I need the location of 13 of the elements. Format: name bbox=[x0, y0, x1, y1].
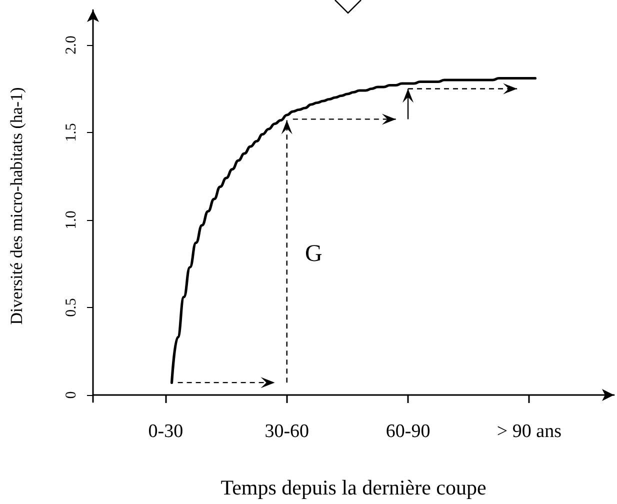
y-tick-label: 1.0 bbox=[64, 210, 80, 230]
y-tick-label: 0 bbox=[64, 391, 80, 399]
x-tick-label: > 90 ans bbox=[496, 421, 562, 442]
x-tick-label: 60-90 bbox=[386, 421, 430, 442]
x-axis-title: Temps depuis la dernière coupe bbox=[220, 476, 486, 500]
y-tick-label: 2.0 bbox=[64, 36, 80, 54]
y-tick-label: 0.5 bbox=[64, 298, 80, 317]
y-tick-label: 1.5 bbox=[64, 123, 80, 142]
line-series bbox=[170, 76, 537, 384]
y-axis-title: Diversité des micro-habitats (ha-1) bbox=[7, 87, 26, 325]
x-tick-label: 30-60 bbox=[264, 421, 310, 442]
annotation: G bbox=[305, 241, 322, 267]
x-tick-label: 0-30 bbox=[148, 421, 184, 442]
